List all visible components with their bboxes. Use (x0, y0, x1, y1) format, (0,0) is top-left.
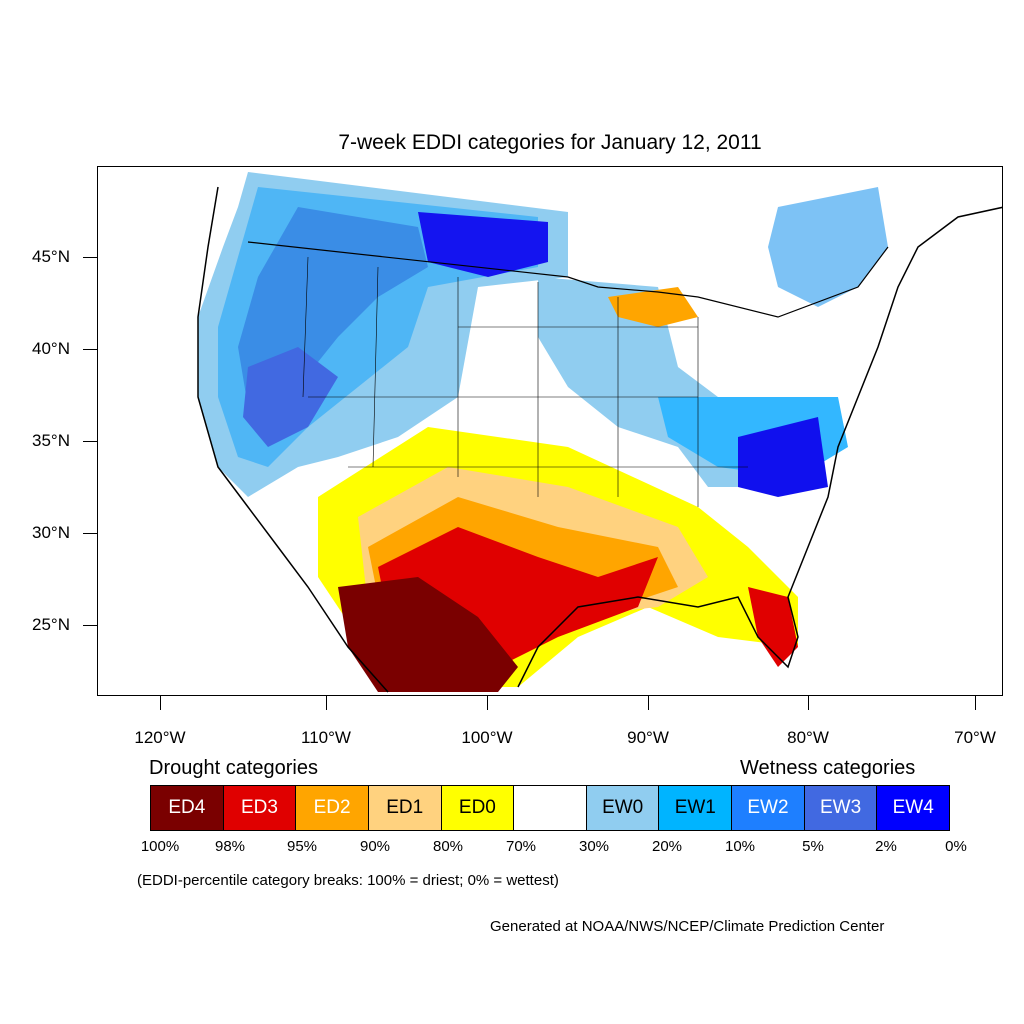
lon-label-120w: 120°W (134, 728, 186, 747)
region-greatlakes-dry (608, 287, 698, 327)
legend-break: 20% (651, 838, 683, 855)
legend-swatch: ED0 (441, 786, 515, 830)
legend-break: 98% (214, 838, 246, 855)
lat-label-40: 40°N (32, 339, 70, 358)
region-southeast-ew4 (738, 417, 828, 497)
legend-break: 95% (286, 838, 318, 855)
lon-label-90w: 90°W (627, 728, 669, 747)
lon-tick (326, 696, 327, 710)
lon-label-100w: 100°W (461, 728, 513, 747)
legend-break: 10% (724, 838, 756, 855)
region-montana-ew4 (418, 212, 548, 277)
credit-line: Generated at NOAA/NWS/NCEP/Climate Predi… (490, 918, 885, 935)
legend-swatch: EW4 (877, 786, 950, 830)
lat-label-25: 25°N (32, 615, 70, 634)
map-title: 7-week EDDI categories for January 12, 2… (338, 131, 762, 154)
coastline (197, 186, 1002, 693)
legend-break: 90% (359, 838, 391, 855)
region-florida-ed3 (748, 587, 798, 667)
legend-break: 70% (505, 838, 537, 855)
legend-swatch: EW0 (586, 786, 660, 830)
lon-tick (975, 696, 976, 710)
legend-break: 2% (875, 838, 897, 855)
lon-label-110w: 110°W (301, 728, 351, 747)
region-northeast-wet (768, 187, 888, 307)
wetness-categories-title: Wetness categories (740, 757, 916, 779)
legend-swatch: EW2 (732, 786, 805, 830)
legend-break: 5% (802, 838, 824, 855)
lat-label-45: 45°N (32, 247, 70, 266)
legend-swatch: EW3 (804, 786, 878, 830)
lon-tick (808, 696, 809, 710)
legend-swatch: ED4 (151, 786, 224, 830)
lat-tick (83, 533, 97, 534)
legend-color-bar: ED4 ED3 ED2 ED1 ED0 EW0 EW1 EW2 EW3 EW4 (150, 785, 950, 831)
lat-tick (83, 257, 97, 258)
legend-break: 0% (945, 838, 967, 855)
lat-tick (83, 349, 97, 350)
legend-swatch: ED1 (368, 786, 442, 830)
border-canada (247, 241, 889, 318)
region-nevada-ew3 (243, 347, 338, 447)
lon-tick (487, 696, 488, 710)
lon-label-70w: 70°W (954, 728, 996, 747)
legend-swatch (514, 786, 587, 830)
lat-tick (83, 441, 97, 442)
lat-tick (83, 625, 97, 626)
map-panel (97, 166, 1003, 696)
legend-swatch: ED2 (296, 786, 369, 830)
lat-label-35: 35°N (32, 431, 70, 450)
lon-tick (648, 696, 649, 710)
drought-categories-title: Drought categories (149, 757, 318, 779)
lon-tick (160, 696, 161, 710)
legend-swatch: ED3 (223, 786, 297, 830)
region-south-ed4 (338, 577, 518, 692)
legend-break: 80% (432, 838, 464, 855)
legend-break: 30% (578, 838, 610, 855)
legend-swatch: EW1 (659, 786, 733, 830)
state-lines (302, 256, 748, 507)
eddi-map (197, 172, 1002, 693)
legend-break: 100% (140, 838, 180, 855)
category-note: (EDDI-percentile category breaks: 100% =… (137, 872, 559, 889)
lon-label-80w: 80°W (787, 728, 829, 747)
lat-label-30: 30°N (32, 523, 70, 542)
